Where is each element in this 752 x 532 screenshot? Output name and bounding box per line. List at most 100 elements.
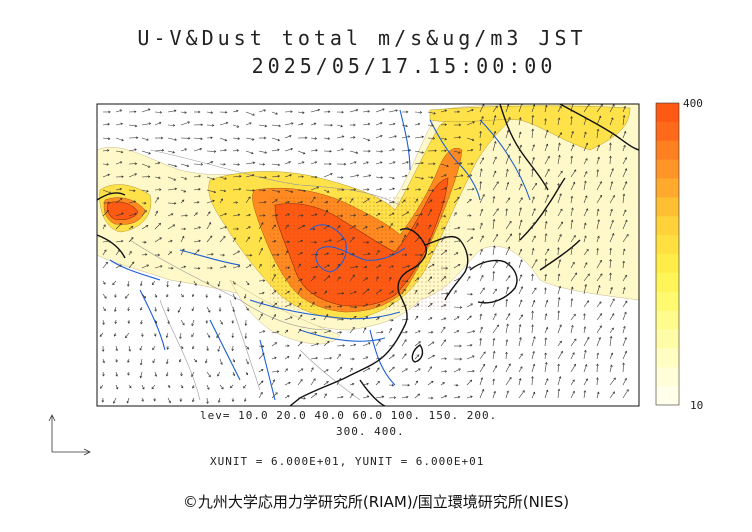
wind-arrowhead: [492, 350, 496, 354]
wind-arrow: [375, 357, 383, 360]
wind-arrowhead: [365, 316, 369, 319]
wind-arrowhead: [624, 157, 627, 160]
wind-arrowhead: [570, 195, 574, 199]
wind-arrowhead: [140, 283, 143, 287]
wind-arrow: [622, 389, 629, 399]
wind-arrowhead: [210, 266, 213, 270]
wind-arrow: [375, 250, 380, 256]
wind-arrow: [505, 390, 509, 399]
wind-arrowhead: [573, 235, 576, 238]
wind-arrowhead: [546, 248, 550, 251]
wind-arrow: [414, 123, 420, 126]
wind-arrow: [362, 161, 369, 165]
wind-arrowhead: [128, 349, 132, 352]
wind-arrow: [570, 262, 575, 269]
wind-arrow: [284, 135, 292, 139]
wind-arrow: [609, 377, 616, 386]
wind-arrow: [596, 219, 600, 230]
wind-arrow: [193, 212, 198, 217]
wind-arrowhead: [585, 142, 589, 146]
wind-arrowhead: [125, 296, 128, 299]
wind-arrow: [622, 261, 625, 269]
wind-arrow: [596, 129, 599, 139]
wind-arrow: [414, 162, 424, 165]
wind-arrowhead: [263, 109, 267, 112]
wind-arrow: [583, 300, 589, 308]
wind-arrow: [193, 240, 201, 243]
wind-arrow: [151, 384, 156, 389]
wind-arrow: [102, 163, 109, 165]
wind-arrowhead: [584, 195, 588, 198]
wind-arrow: [492, 156, 497, 165]
wind-arrow: [349, 383, 354, 386]
wind-arrow: [167, 319, 170, 324]
wind-arrow: [388, 201, 395, 204]
wind-arrow: [518, 324, 521, 334]
wind-arrow: [115, 384, 118, 390]
wind-arrowhead: [599, 259, 602, 263]
wind-arrow: [596, 104, 603, 113]
wind-arrow: [531, 392, 535, 399]
wind-arrowhead: [154, 320, 158, 324]
wind-arrow: [336, 253, 344, 256]
wind-arrow: [570, 156, 573, 165]
wind-arrow: [336, 148, 344, 152]
wind-arrowhead: [248, 213, 251, 217]
wind-arrow: [622, 378, 627, 386]
wind-arrowhead: [612, 195, 615, 198]
wind-arrowhead: [519, 337, 522, 340]
wind-arrowhead: [406, 211, 410, 214]
wind-arrow: [479, 326, 483, 334]
wind-arrowhead: [611, 168, 614, 171]
wind-arrowhead: [573, 363, 576, 367]
wind-arrow: [297, 263, 301, 269]
wind-arrow: [492, 170, 496, 178]
wind-arrowhead: [572, 379, 575, 382]
wind-arrow: [102, 137, 110, 140]
wind-arrow: [479, 351, 486, 360]
wind-arrowhead: [471, 108, 474, 112]
wind-arrow: [440, 236, 446, 243]
wind-arrowhead: [572, 181, 576, 185]
wind-arrow: [180, 121, 190, 126]
wind-arrowhead: [573, 338, 577, 342]
wind-arrow: [362, 226, 368, 230]
wind-arrow: [557, 364, 560, 373]
wind-arrowhead: [232, 359, 235, 363]
wind-arrow: [206, 235, 213, 243]
wind-arrowhead: [364, 265, 368, 269]
wind-arrowhead: [329, 149, 332, 153]
wind-arrow: [154, 306, 157, 312]
wind-arrow: [245, 236, 250, 243]
wind-arrowhead: [300, 341, 303, 344]
wind-arrow: [102, 189, 112, 194]
wind-arrow: [362, 316, 368, 321]
wind-arrowhead: [324, 290, 328, 294]
wind-arrowhead: [544, 104, 548, 108]
wind-arrow: [596, 313, 602, 321]
wind-arrowhead: [458, 136, 462, 139]
wind-arrowhead: [520, 259, 523, 262]
wind-arrowhead: [328, 305, 332, 309]
wind-arrow: [349, 189, 356, 191]
wind-arrow: [284, 148, 293, 152]
wind-arrow: [479, 314, 482, 321]
wind-arrow: [479, 287, 485, 295]
wind-arrow: [505, 143, 511, 152]
wind-arrowhead: [444, 395, 448, 398]
wind-arrowhead: [341, 318, 344, 321]
wind-arrowhead: [260, 313, 263, 317]
wind-arrow: [622, 181, 627, 191]
legend-swatch: [656, 254, 679, 274]
wind-arrow: [479, 377, 483, 386]
wind-arrowhead: [586, 300, 590, 303]
wind-arrow: [113, 397, 117, 404]
wind-arrow: [245, 196, 251, 204]
wind-arrow: [622, 168, 627, 178]
wind-arrowhead: [302, 161, 305, 164]
wind-arrowhead: [416, 354, 420, 357]
wind-arrow: [401, 149, 411, 152]
wind-arrow: [518, 197, 523, 204]
wind-arrowhead: [518, 232, 522, 236]
wind-arrow: [596, 236, 600, 243]
